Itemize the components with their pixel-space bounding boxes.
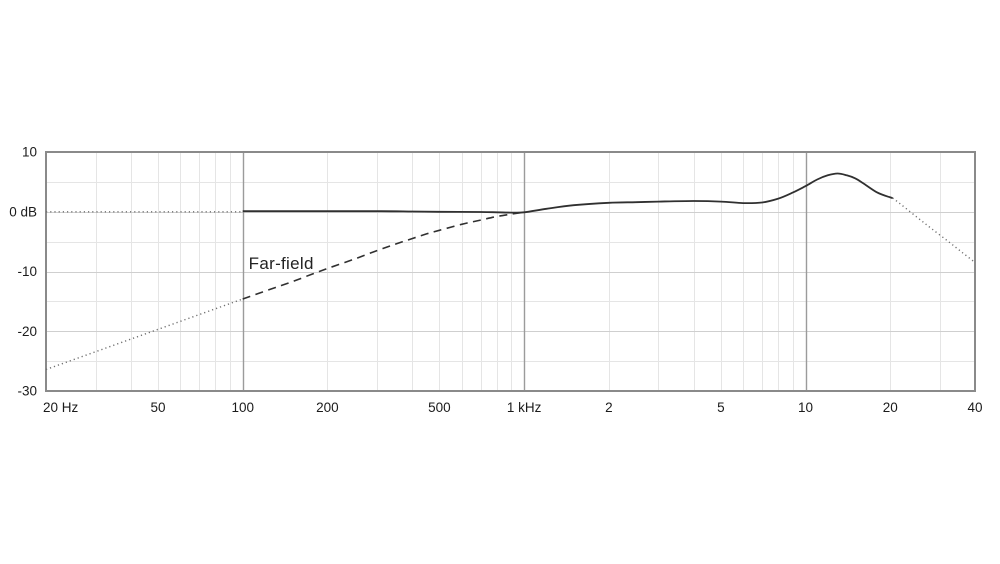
y-axis-tick-label: -30 <box>17 384 37 399</box>
x-axis-tick-label: 10 <box>798 400 813 415</box>
series-far-field-response <box>242 211 522 300</box>
x-axis-tick-label: 40 <box>967 400 982 415</box>
x-axis-tick-label: 1 kHz <box>507 400 542 415</box>
y-axis-tick-label: -10 <box>17 264 37 279</box>
x-axis-tick-label: 2 <box>605 400 613 415</box>
x-axis-tick-label: 20 Hz <box>43 400 79 415</box>
x-axis-tick-label: 20 <box>883 400 898 415</box>
x-axis-tick-label: 100 <box>231 400 254 415</box>
y-axis-tick-label: 0 dB <box>9 204 37 219</box>
y-axis-tick-label: -20 <box>17 324 37 339</box>
x-axis-tick-label: 5 <box>717 400 725 415</box>
y-axis-tick-label: 10 <box>22 145 37 160</box>
plot-border <box>45 151 976 392</box>
series-far-field-response-low-extension <box>45 298 243 371</box>
x-axis-tick-label: 200 <box>316 400 339 415</box>
far-field-curve-label: Far-field <box>248 253 314 273</box>
x-axis-tick-label: 50 <box>150 400 165 415</box>
series-near-field-response <box>242 172 893 214</box>
series-near-field-response-high-extension <box>892 197 976 264</box>
x-axis-tick-label: 500 <box>428 400 451 415</box>
